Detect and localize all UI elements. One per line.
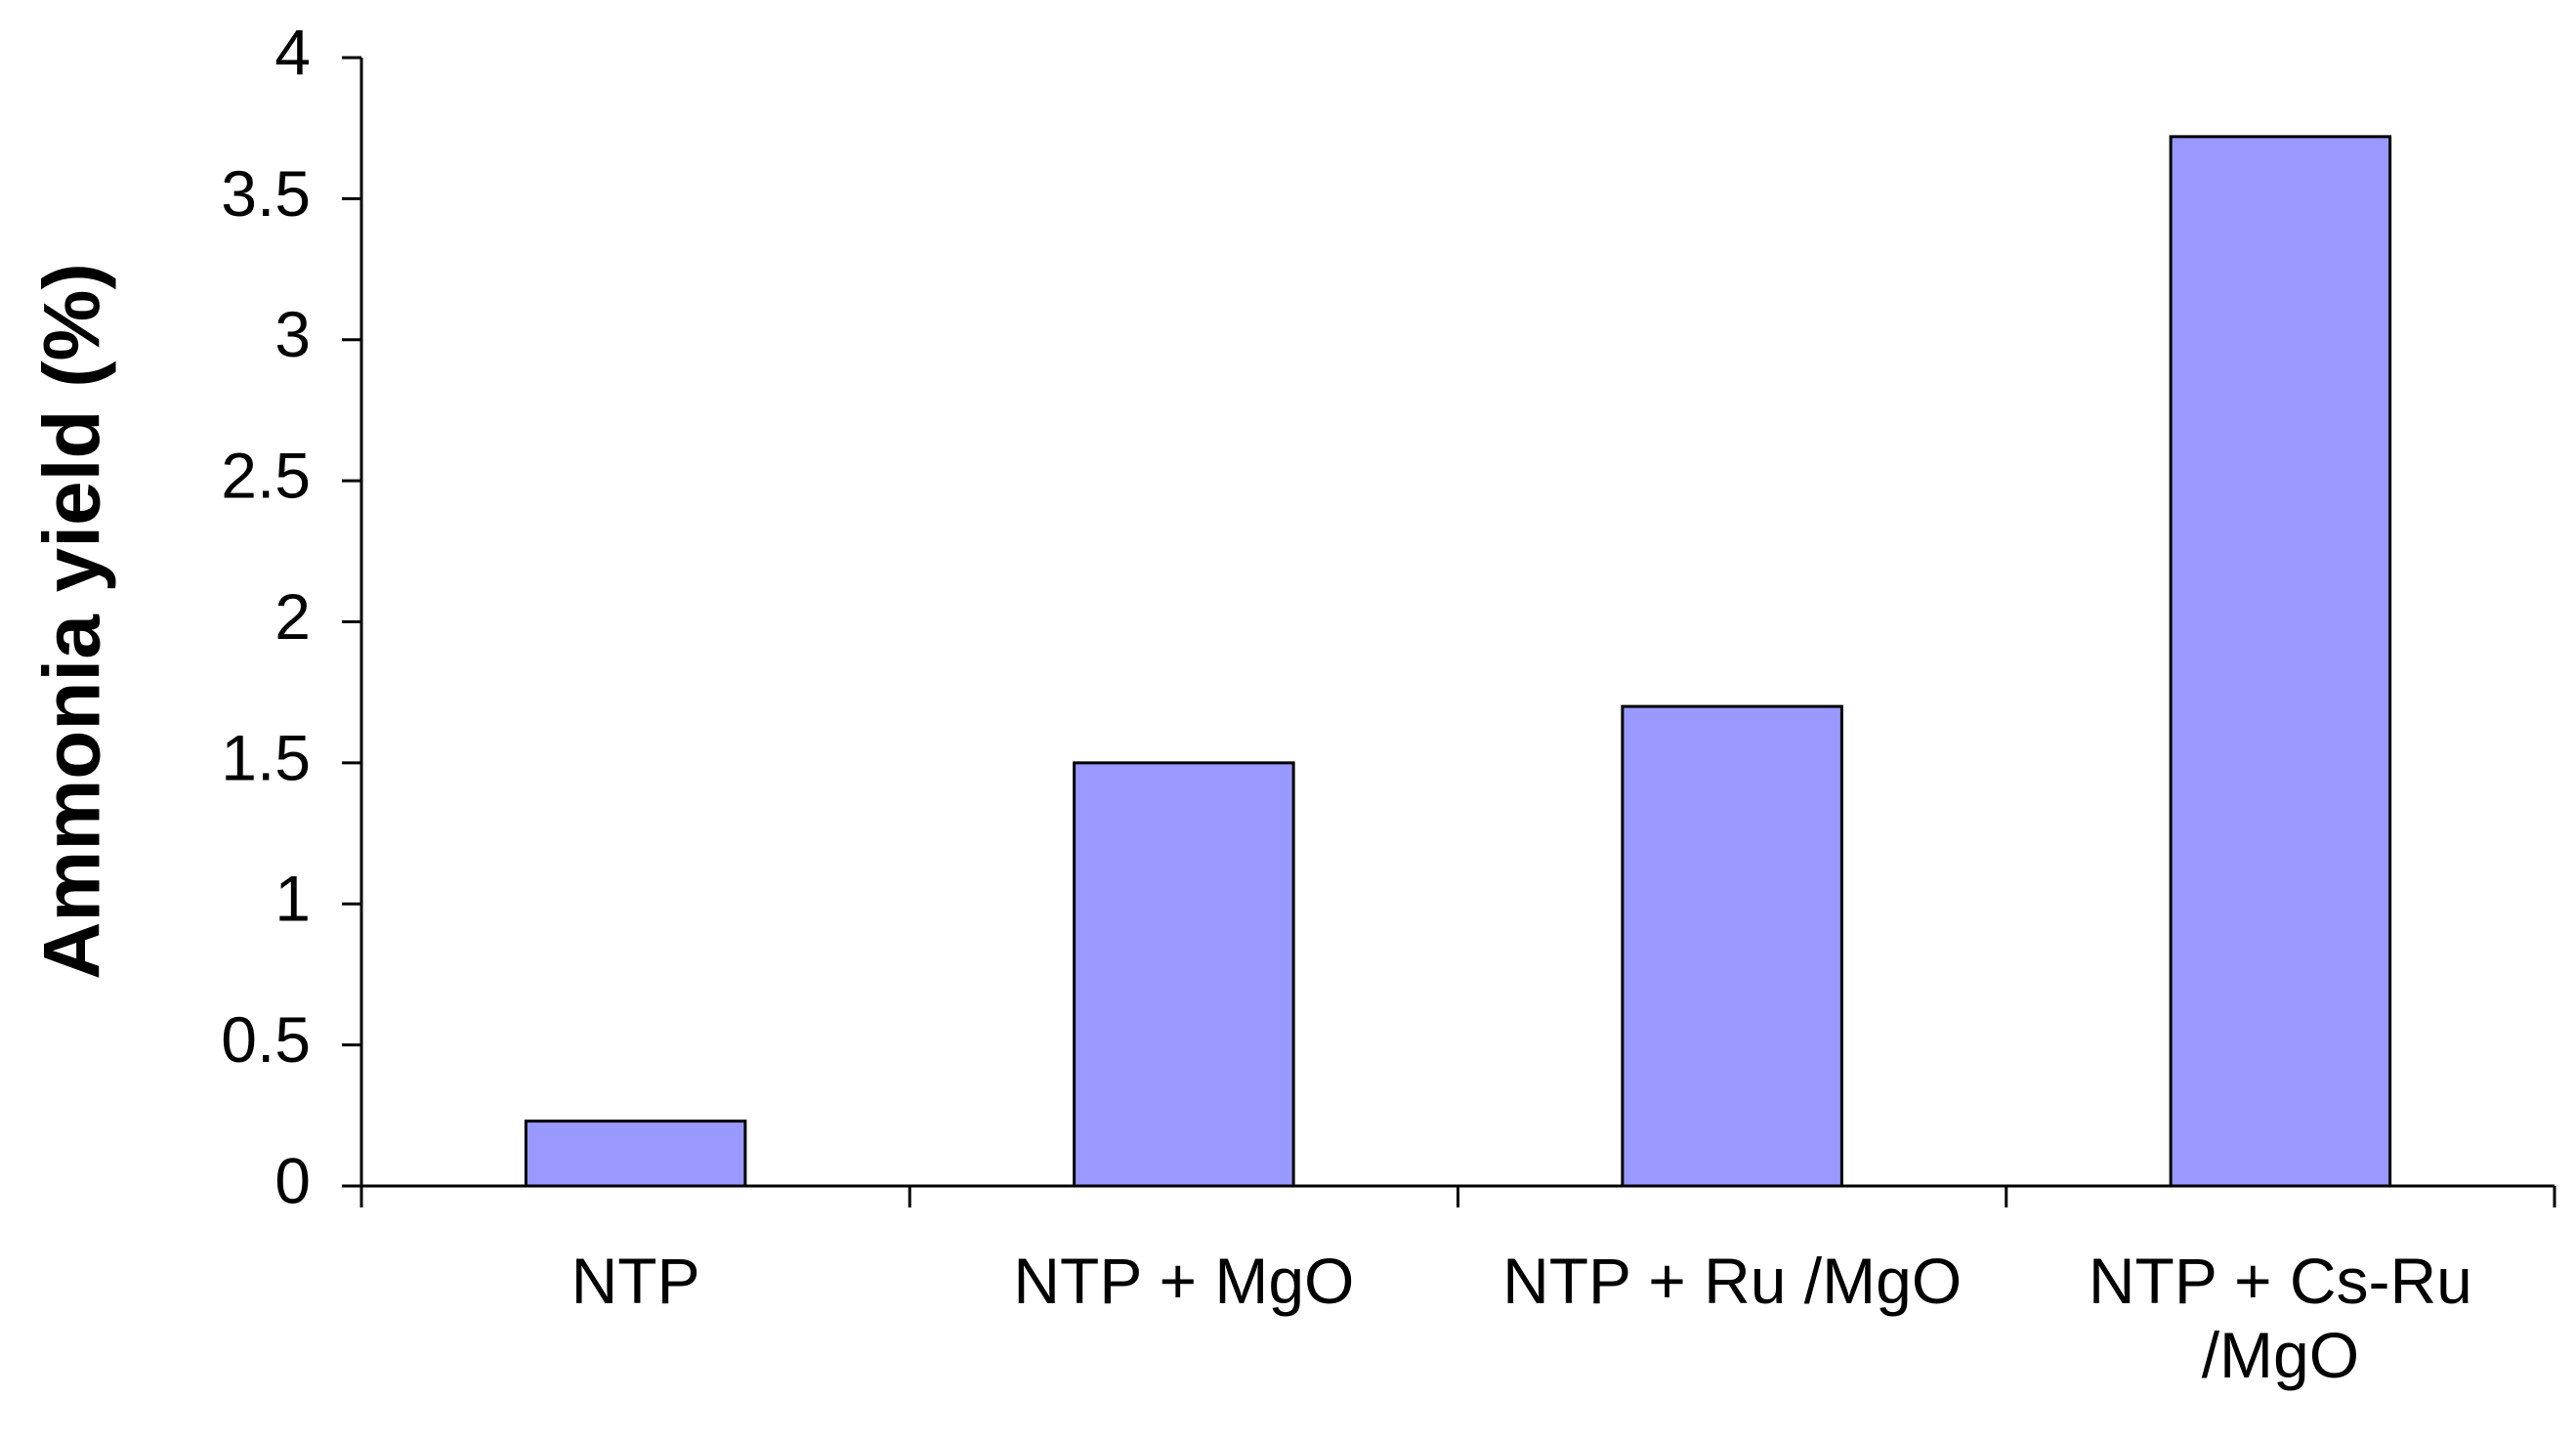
- bar: [1073, 761, 1295, 1188]
- x-tick-label: NTP: [570, 1245, 700, 1317]
- x-tick-label: NTP + Cs-Ru /MgO: [2088, 1245, 2472, 1391]
- y-tick-label: 1: [274, 863, 311, 935]
- y-tick-label: 0: [274, 1144, 311, 1216]
- y-axis-label: Ammonia yield (%): [28, 263, 117, 980]
- x-tick-label: NTP + Ru /MgO: [1502, 1245, 1963, 1317]
- y-tick-label: 1.5: [221, 721, 311, 793]
- y-tick-label: 2: [274, 580, 311, 653]
- y-tick-label: 3.5: [221, 157, 311, 230]
- bar: [524, 1120, 747, 1188]
- y-tick-label: 0.5: [221, 1003, 311, 1076]
- bar: [1621, 704, 1843, 1188]
- y-tick-label: 3: [274, 298, 311, 370]
- x-tick-label: NTP + MgO: [1013, 1245, 1355, 1317]
- bar: [2169, 135, 2392, 1188]
- y-tick-label: 4: [274, 16, 311, 88]
- y-tick-label: 2.5: [221, 440, 311, 512]
